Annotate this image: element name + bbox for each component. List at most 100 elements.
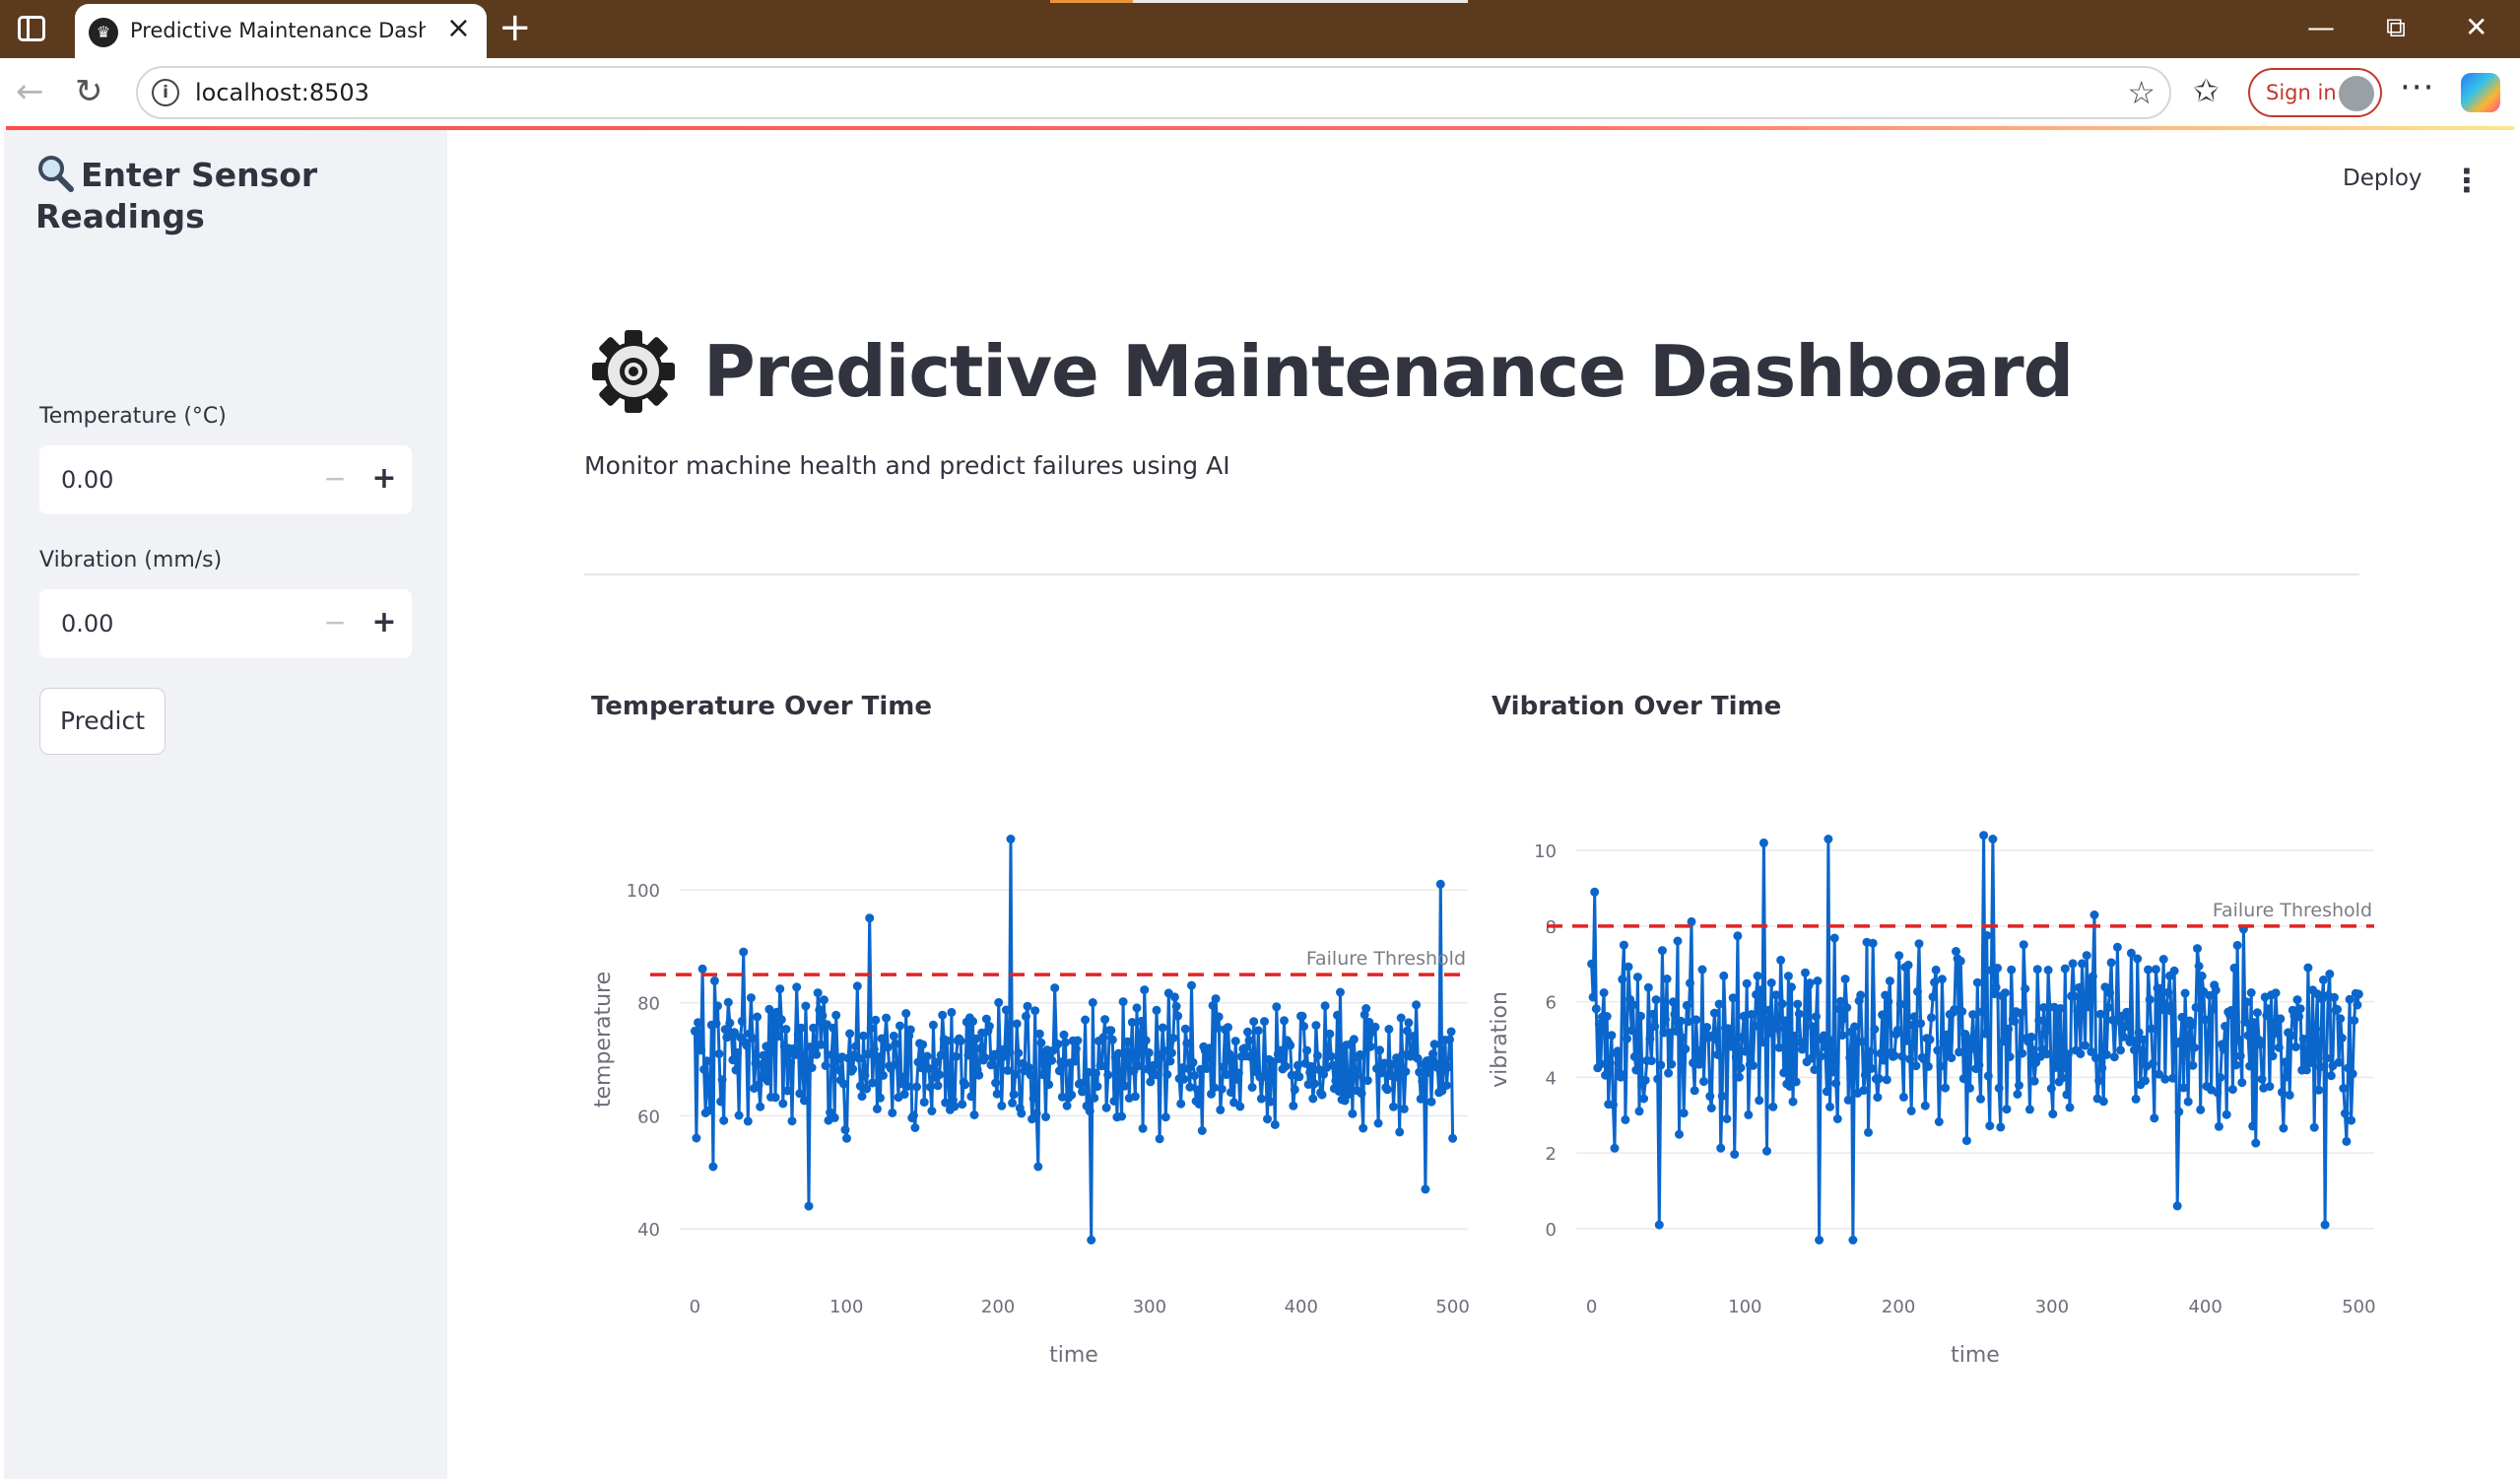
- temperature-data-point[interactable]: [1005, 1047, 1014, 1057]
- vibration-data-point[interactable]: [1936, 1061, 1946, 1071]
- vibration-data-point[interactable]: [2059, 1063, 2069, 1072]
- vibration-data-point[interactable]: [2315, 1062, 2325, 1072]
- temperature-data-point[interactable]: [1326, 1051, 1336, 1061]
- temperature-data-point[interactable]: [1179, 1074, 1189, 1084]
- vibration-data-point[interactable]: [1753, 972, 1762, 980]
- temperature-data-point[interactable]: [1328, 1060, 1338, 1070]
- temperature-data-point[interactable]: [863, 1049, 873, 1059]
- temperature-data-point[interactable]: [1443, 1062, 1453, 1072]
- vibration-data-point[interactable]: [1934, 1117, 1944, 1126]
- vibration-data-point[interactable]: [1890, 1050, 1899, 1060]
- temperature-data-point[interactable]: [868, 1078, 878, 1088]
- vibration-data-point[interactable]: [2026, 1032, 2036, 1042]
- temperature-data-point[interactable]: [762, 1042, 771, 1051]
- temperature-data-point[interactable]: [1246, 1052, 1256, 1062]
- temperature-data-point[interactable]: [1299, 1022, 1308, 1032]
- temperature-data-point[interactable]: [984, 1022, 994, 1031]
- main-menu-icon[interactable]: ⋮: [2451, 162, 2483, 199]
- temperature-data-point[interactable]: [1302, 1045, 1312, 1055]
- temperature-data-point[interactable]: [908, 1110, 918, 1120]
- temperature-data-point[interactable]: [942, 1036, 952, 1045]
- vibration-data-point[interactable]: [1780, 1016, 1790, 1026]
- vibration-data-point[interactable]: [2122, 1007, 2132, 1017]
- temperature-data-point[interactable]: [730, 1028, 739, 1038]
- vibration-data-point[interactable]: [2095, 1009, 2105, 1019]
- temperature-data-point[interactable]: [1033, 1162, 1043, 1172]
- temperature-data-point[interactable]: [1364, 1017, 1374, 1027]
- vibration-data-point[interactable]: [1856, 990, 1866, 1000]
- vibration-data-point[interactable]: [1692, 1045, 1702, 1055]
- vibration-data-point[interactable]: [1758, 838, 1768, 847]
- temperature-data-point[interactable]: [839, 1079, 848, 1089]
- vibration-data-point[interactable]: [1785, 1082, 1795, 1091]
- vibration-data-point[interactable]: [2057, 1073, 2067, 1083]
- temperature-data-point[interactable]: [1418, 1076, 1427, 1086]
- vibration-data-point[interactable]: [1842, 1003, 1852, 1013]
- temperature-data-point[interactable]: [1270, 1119, 1280, 1129]
- temperature-data-point[interactable]: [713, 1001, 722, 1011]
- temperature-data-point[interactable]: [854, 1053, 864, 1063]
- vibration-data-point[interactable]: [1664, 1068, 1674, 1078]
- temperature-data-point[interactable]: [1294, 1072, 1304, 1082]
- temperature-data-point[interactable]: [1152, 1005, 1161, 1015]
- vibration-data-point[interactable]: [2319, 975, 2328, 984]
- vibration-data-point[interactable]: [1783, 972, 1793, 981]
- vibration-data-point[interactable]: [1717, 1091, 1727, 1101]
- temperature-data-point[interactable]: [1441, 1081, 1451, 1090]
- new-tab-button[interactable]: +: [498, 5, 532, 50]
- temperature-data-point[interactable]: [772, 1007, 782, 1017]
- vibration-data-point[interactable]: [2186, 1021, 2196, 1030]
- temperature-data-point[interactable]: [1351, 1072, 1360, 1082]
- vibration-data-point[interactable]: [1895, 999, 1905, 1009]
- vibration-data-point[interactable]: [1757, 1038, 1767, 1047]
- vibration-data-point[interactable]: [1892, 1026, 1902, 1035]
- vibration-data-point[interactable]: [1594, 1019, 1604, 1029]
- vibration-data-point[interactable]: [2002, 1105, 2012, 1114]
- temperature-data-point[interactable]: [1239, 1043, 1249, 1053]
- temperature-data-point[interactable]: [925, 1082, 935, 1092]
- vibration-data-point[interactable]: [1794, 1009, 1804, 1019]
- vibration-data-point[interactable]: [1994, 1083, 2004, 1093]
- vibration-data-point[interactable]: [2063, 1049, 2073, 1059]
- temperature-data-point[interactable]: [753, 1012, 763, 1022]
- temperature-data-point[interactable]: [1389, 1102, 1398, 1111]
- temperature-data-point[interactable]: [748, 1034, 758, 1043]
- vibration-data-point[interactable]: [2019, 940, 2028, 950]
- vibration-data-point[interactable]: [1605, 1058, 1615, 1068]
- temperature-data-point[interactable]: [834, 1065, 844, 1075]
- temperature-data-point[interactable]: [1308, 1094, 1318, 1104]
- temperature-data-point[interactable]: [1253, 1026, 1263, 1036]
- temperature-data-point[interactable]: [874, 1052, 884, 1062]
- temperature-data-point[interactable]: [883, 1042, 893, 1052]
- temperature-data-point[interactable]: [1272, 1002, 1282, 1012]
- temperature-data-point[interactable]: [1448, 1133, 1458, 1143]
- temperature-data-point[interactable]: [742, 1041, 752, 1050]
- sidebar-toggle-icon[interactable]: [18, 16, 45, 41]
- vibration-data-point[interactable]: [1762, 1146, 1771, 1156]
- temperature-data-point[interactable]: [1243, 1027, 1252, 1037]
- vibration-data-point[interactable]: [1999, 1037, 2009, 1046]
- temperature-data-point[interactable]: [1188, 1057, 1198, 1067]
- vibration-data-point[interactable]: [1976, 1094, 1985, 1104]
- vibration-data-point[interactable]: [2219, 1044, 2228, 1054]
- vibration-data-point[interactable]: [1747, 1010, 1757, 1019]
- temperature-data-point[interactable]: [796, 1023, 806, 1033]
- vibration-data-point[interactable]: [2018, 1048, 2027, 1058]
- vibration-data-point[interactable]: [2325, 970, 2335, 978]
- temperature-data-point[interactable]: [1171, 1001, 1181, 1011]
- temperature-data-point[interactable]: [1028, 1094, 1038, 1104]
- vibration-data-point[interactable]: [1662, 975, 1672, 983]
- temperature-data-point[interactable]: [1249, 1017, 1259, 1027]
- temperature-data-point[interactable]: [1297, 1011, 1307, 1021]
- temperature-data-point[interactable]: [1144, 1047, 1154, 1057]
- vibration-data-point[interactable]: [2326, 1071, 2336, 1081]
- vibration-data-point[interactable]: [1731, 1052, 1741, 1062]
- vibration-data-point[interactable]: [1988, 835, 1998, 843]
- temperature-data-point[interactable]: [1053, 1040, 1063, 1049]
- vibration-data-point[interactable]: [2350, 1016, 2359, 1026]
- vibration-data-point[interactable]: [1857, 1037, 1867, 1046]
- vibration-data-point[interactable]: [2271, 988, 2281, 998]
- temperature-data-point[interactable]: [1071, 1044, 1081, 1054]
- vibration-data-point[interactable]: [2112, 942, 2122, 952]
- temperature-data-point[interactable]: [1446, 1027, 1456, 1037]
